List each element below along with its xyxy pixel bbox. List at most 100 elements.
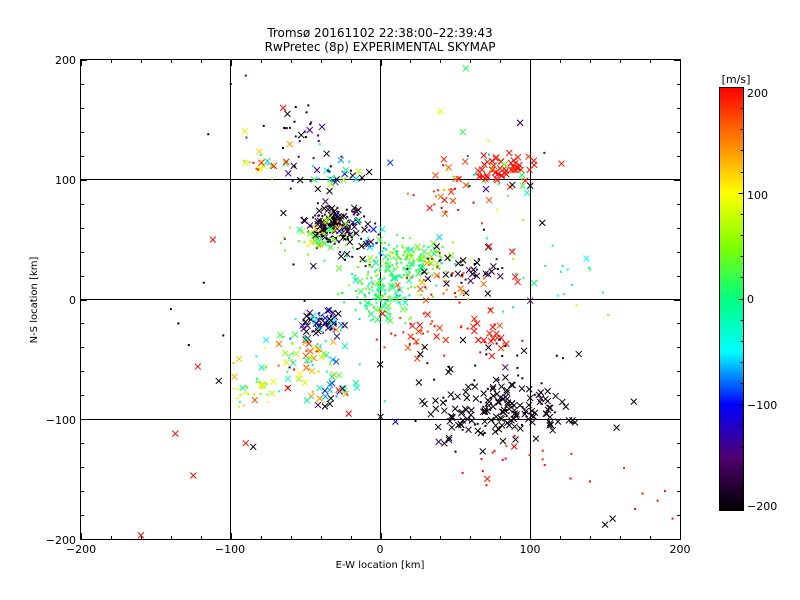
data-point-dot-541 <box>385 310 388 313</box>
data-point-cross-1273 <box>498 422 506 429</box>
data-point-dot-633 <box>409 253 412 256</box>
data-point-dot-304 <box>317 139 320 142</box>
data-point-dot-13 <box>331 216 334 219</box>
data-point-dot-1097 <box>415 342 418 345</box>
data-point-dot-828 <box>412 194 415 197</box>
data-point-dot-597 <box>355 290 358 293</box>
data-point-dot-634 <box>401 244 404 247</box>
data-point-cross-161 <box>311 225 319 232</box>
data-point-dot-46 <box>340 224 343 227</box>
data-point-dot-1106 <box>412 337 415 340</box>
data-point-dot-519 <box>391 285 394 288</box>
data-point-dot-733 <box>489 307 492 310</box>
data-point-dot-186 <box>331 237 334 240</box>
data-point-dot-736 <box>430 293 433 296</box>
data-point-dot-479 <box>409 237 412 240</box>
data-point-cross-858 <box>509 181 516 189</box>
data-point-dot-900 <box>334 328 337 331</box>
data-point-dot-495 <box>398 301 401 304</box>
data-point-dot-452 <box>364 239 367 242</box>
data-point-cross-271 <box>340 176 347 184</box>
data-point-cross-249 <box>365 240 372 248</box>
data-point-dot-565 <box>376 288 379 291</box>
data-point-dot-520 <box>360 282 363 285</box>
data-point-cross-1133 <box>487 337 495 345</box>
data-point-dot-1403 <box>202 281 205 284</box>
data-point-dot-1112 <box>493 323 496 326</box>
data-point-dot-606 <box>408 318 411 321</box>
data-point-dot-367 <box>406 257 409 260</box>
data-point-dot-196 <box>331 239 334 242</box>
data-point-dot-377 <box>425 287 428 290</box>
data-point-cross-1276 <box>495 398 502 405</box>
data-point-cross-213 <box>321 239 328 247</box>
data-point-dot-660 <box>419 256 422 259</box>
data-point-cross-1384 <box>609 515 616 522</box>
data-point-cross-119 <box>340 212 348 220</box>
data-point-dot-992 <box>291 361 294 364</box>
data-point-cross-1279 <box>448 414 456 422</box>
data-point-dot-431 <box>448 259 451 262</box>
data-point-cross-1379 <box>242 439 250 447</box>
data-point-dot-473 <box>415 268 418 271</box>
data-point-dot-729 <box>445 288 448 291</box>
data-point-cross-1236 <box>543 410 550 418</box>
data-point-cross-1055 <box>316 395 324 402</box>
data-point-dot-1331 <box>448 365 451 368</box>
data-point-dot-623 <box>380 299 383 302</box>
data-point-dot-509 <box>371 265 374 268</box>
data-point-dot-943 <box>317 350 320 353</box>
data-point-cross-1391 <box>511 273 519 281</box>
data-point-dot-1361 <box>521 219 524 222</box>
data-point-cross-1014 <box>301 379 309 387</box>
data-point-cross-1096 <box>416 321 424 329</box>
data-point-cross-1117 <box>502 340 510 348</box>
data-point-dot-881 <box>330 328 333 331</box>
data-point-dot-640 <box>417 248 420 251</box>
data-point-cross-1076 <box>326 386 333 394</box>
data-point-dot-529 <box>359 302 362 305</box>
data-point-cross-947 <box>329 338 337 346</box>
data-point-dot-885 <box>313 323 316 326</box>
x-tick-label-0: −200 <box>66 543 96 556</box>
data-point-cross-1242 <box>468 417 476 425</box>
data-point-cross-1262 <box>544 397 551 405</box>
data-point-dot-312 <box>282 147 285 150</box>
data-point-cross-1089 <box>424 311 432 318</box>
data-point-dot-748 <box>442 292 445 295</box>
data-point-cross-1304 <box>451 405 459 413</box>
data-point-dot-842 <box>444 188 447 191</box>
data-point-dot-492 <box>390 279 393 282</box>
data-point-cross-1266 <box>441 439 448 447</box>
data-point-cross-975 <box>303 312 310 320</box>
data-point-dot-293 <box>328 170 331 173</box>
data-point-dot-341 <box>271 177 274 180</box>
data-point-dot-831 <box>406 192 409 195</box>
data-point-dot-459 <box>385 269 388 272</box>
data-point-cross-238 <box>372 259 380 267</box>
data-point-cross-278 <box>296 176 304 184</box>
data-point-dot-738 <box>398 288 401 291</box>
data-point-dot-690 <box>475 268 478 271</box>
data-point-cross-114 <box>341 221 349 228</box>
data-point-cross-806 <box>516 161 523 169</box>
data-point-dot-1335 <box>491 451 494 454</box>
data-point-cross-800 <box>507 166 515 174</box>
chart-title: Tromsø 20161102 22:38:00–22:39:43 <box>266 26 492 40</box>
data-point-cross-1221 <box>504 401 511 409</box>
data-point-cross-876 <box>324 307 331 314</box>
data-point-dot-1037 <box>238 406 241 409</box>
data-point-dot-507 <box>336 293 339 296</box>
data-point-cross-980 <box>330 371 337 378</box>
data-point-cross-1102 <box>415 328 423 335</box>
data-point-cross-376 <box>388 269 395 277</box>
data-point-cross-752 <box>394 281 401 289</box>
data-point-cross-1074 <box>339 385 346 392</box>
data-point-cross-100 <box>280 209 287 217</box>
data-point-dot-444 <box>418 270 421 273</box>
data-point-dot-940 <box>282 335 285 338</box>
data-point-cross-1235 <box>445 434 453 442</box>
data-point-cross-681 <box>444 254 451 262</box>
data-point-dot-518 <box>367 302 370 305</box>
data-point-dot-446 <box>404 257 407 260</box>
